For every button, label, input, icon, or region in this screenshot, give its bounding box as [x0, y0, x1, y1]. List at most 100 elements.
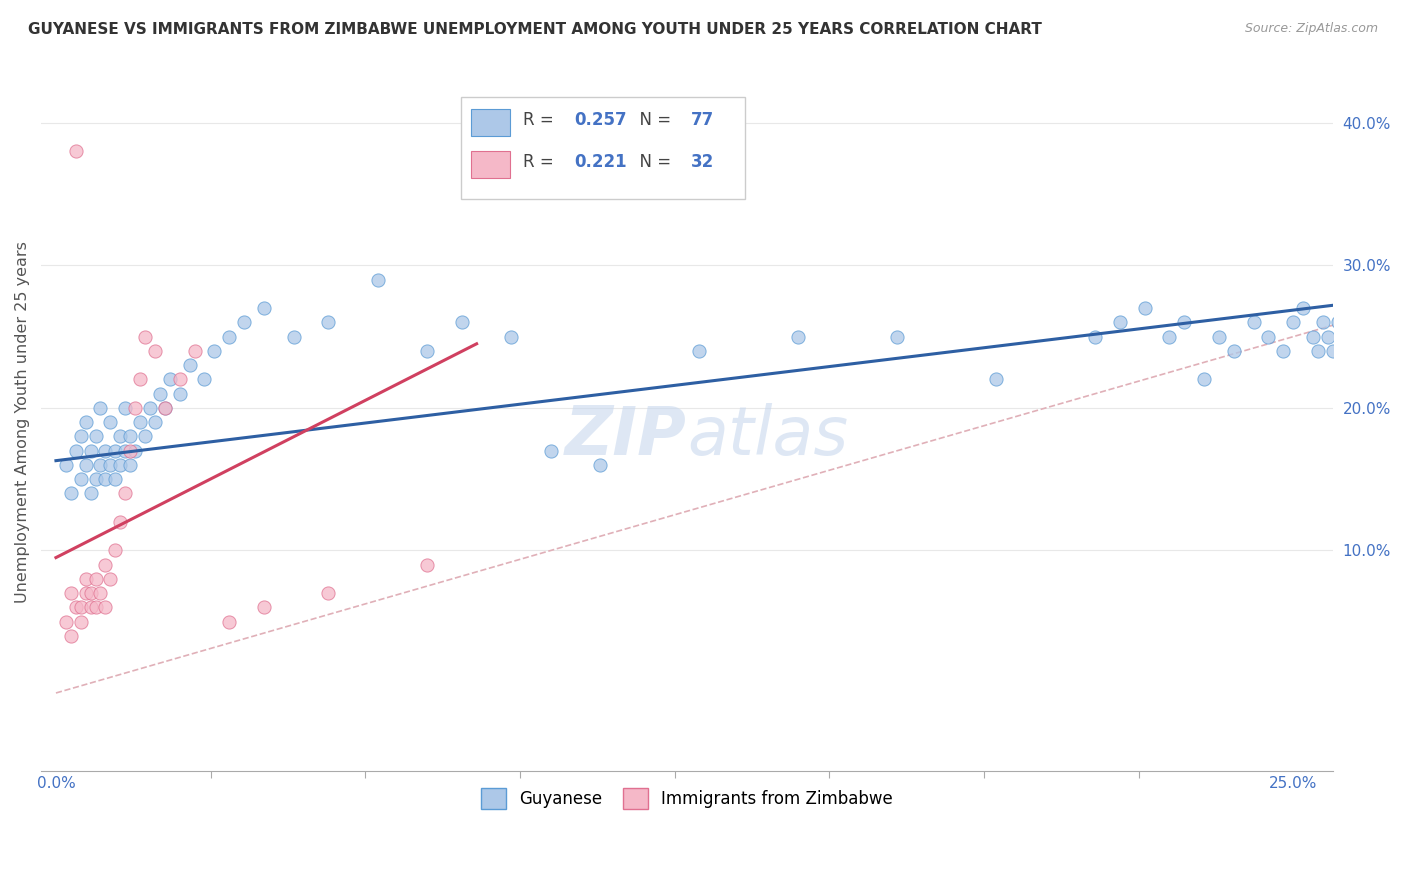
Point: [69, 429, 91, 443]
Point: [59, 586, 82, 600]
FancyBboxPatch shape: [471, 110, 510, 136]
Point: [253, 301, 276, 315]
Point: [501, 329, 523, 343]
Point: [1306, 343, 1329, 358]
Point: [316, 315, 339, 329]
Text: GUYANESE VS IMMIGRANTS FROM ZIMBABWE UNEMPLOYMENT AMONG YOUTH UNDER 25 YEARS COR: GUYANESE VS IMMIGRANTS FROM ZIMBABWE UNE…: [28, 22, 1042, 37]
Point: [114, 401, 136, 415]
Point: [120, 458, 142, 472]
Point: [450, 315, 472, 329]
Point: [104, 472, 127, 486]
Point: [139, 401, 162, 415]
Point: [84, 429, 107, 443]
Point: [1159, 329, 1181, 343]
Point: [84, 600, 107, 615]
Point: [89, 586, 111, 600]
Point: [1173, 315, 1195, 329]
Point: [153, 401, 176, 415]
Point: [540, 443, 562, 458]
Point: [69, 472, 91, 486]
Point: [59, 486, 82, 500]
Point: [986, 372, 1008, 386]
Point: [1243, 315, 1265, 329]
Point: [143, 343, 166, 358]
Point: [202, 343, 225, 358]
Point: [124, 443, 146, 458]
Point: [1133, 301, 1156, 315]
Point: [1272, 343, 1295, 358]
Point: [104, 443, 127, 458]
Point: [1292, 301, 1315, 315]
Point: [55, 615, 77, 629]
Legend: Guyanese, Immigrants from Zimbabwe: Guyanese, Immigrants from Zimbabwe: [474, 781, 900, 815]
Point: [104, 543, 127, 558]
Text: Source: ZipAtlas.com: Source: ZipAtlas.com: [1244, 22, 1378, 36]
Point: [75, 586, 97, 600]
Point: [233, 315, 256, 329]
Point: [129, 372, 152, 386]
Text: 0.257: 0.257: [575, 112, 627, 129]
Point: [59, 629, 82, 643]
Point: [79, 486, 101, 500]
Point: [65, 443, 87, 458]
Point: [1084, 329, 1107, 343]
FancyBboxPatch shape: [471, 152, 510, 178]
Point: [94, 600, 117, 615]
Point: [218, 329, 240, 343]
Point: [75, 415, 97, 429]
Point: [134, 429, 156, 443]
Point: [75, 458, 97, 472]
Point: [110, 429, 132, 443]
Point: [79, 586, 101, 600]
Point: [120, 443, 142, 458]
Point: [1302, 329, 1324, 343]
Text: R =: R =: [523, 112, 560, 129]
Point: [153, 401, 176, 415]
Point: [787, 329, 810, 343]
Point: [100, 572, 122, 586]
Point: [1347, 315, 1369, 329]
Point: [1316, 329, 1339, 343]
Point: [1351, 301, 1374, 315]
Point: [316, 586, 339, 600]
Point: [416, 343, 439, 358]
Point: [283, 329, 305, 343]
Point: [89, 401, 111, 415]
Point: [65, 145, 87, 159]
Point: [1282, 315, 1305, 329]
Text: R =: R =: [523, 153, 560, 171]
Text: 32: 32: [690, 153, 714, 171]
Text: 77: 77: [690, 112, 714, 129]
Point: [169, 386, 191, 401]
Text: 0.221: 0.221: [575, 153, 627, 171]
Text: N =: N =: [628, 112, 676, 129]
Point: [143, 415, 166, 429]
Point: [1223, 343, 1246, 358]
Point: [179, 358, 201, 372]
Point: [149, 386, 172, 401]
FancyBboxPatch shape: [461, 97, 745, 199]
Point: [589, 458, 612, 472]
Point: [183, 343, 205, 358]
Point: [79, 600, 101, 615]
Point: [110, 515, 132, 529]
Point: [1331, 329, 1354, 343]
Text: atlas: atlas: [688, 403, 848, 469]
Point: [134, 329, 156, 343]
Point: [1341, 329, 1364, 343]
Point: [193, 372, 215, 386]
Point: [120, 429, 142, 443]
Point: [886, 329, 908, 343]
Point: [69, 600, 91, 615]
Point: [159, 372, 181, 386]
Point: [100, 458, 122, 472]
Point: [94, 558, 117, 572]
Point: [1326, 315, 1348, 329]
Point: [1257, 329, 1279, 343]
Point: [69, 615, 91, 629]
Point: [169, 372, 191, 386]
Point: [218, 615, 240, 629]
Point: [75, 572, 97, 586]
Point: [94, 472, 117, 486]
Point: [89, 458, 111, 472]
